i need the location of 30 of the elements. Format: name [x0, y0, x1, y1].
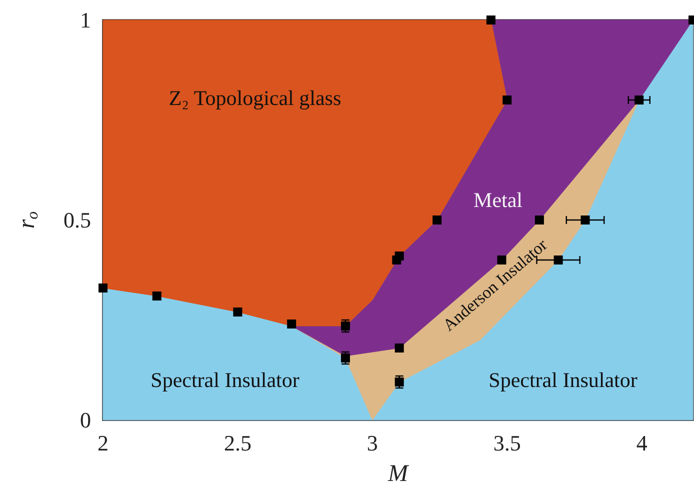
x-tick-label: 4 — [636, 430, 648, 456]
annotation: Metal — [474, 188, 523, 212]
x-tick-label: 3 — [366, 430, 378, 456]
y-axis-title: ro — [14, 211, 42, 229]
annotation: Spectral Insulator — [488, 368, 638, 392]
point — [394, 252, 404, 260]
point — [340, 354, 350, 362]
x-tick-label: 2 — [98, 430, 108, 456]
point — [580, 216, 590, 224]
y-tick-label: 0 — [80, 408, 91, 432]
point — [554, 256, 563, 264]
y-tick-label: 0.5 — [64, 208, 91, 232]
point — [152, 292, 162, 300]
x-axis-title: M — [387, 461, 410, 487]
annotation: Spectral Insulator — [150, 368, 300, 392]
point — [534, 216, 544, 224]
point — [340, 322, 350, 330]
point — [634, 96, 644, 104]
point — [394, 378, 404, 386]
x-tick-label: 2.5 — [224, 430, 252, 456]
point — [486, 16, 496, 24]
point — [394, 344, 404, 352]
annotation: Z₂ Topological glass — [168, 86, 342, 110]
y-tick-label: 1 — [80, 8, 91, 32]
point — [502, 96, 512, 104]
point — [432, 216, 442, 224]
x-tick-label: 3.5 — [493, 430, 521, 456]
point — [233, 308, 242, 316]
point — [98, 284, 108, 292]
point — [287, 320, 296, 328]
